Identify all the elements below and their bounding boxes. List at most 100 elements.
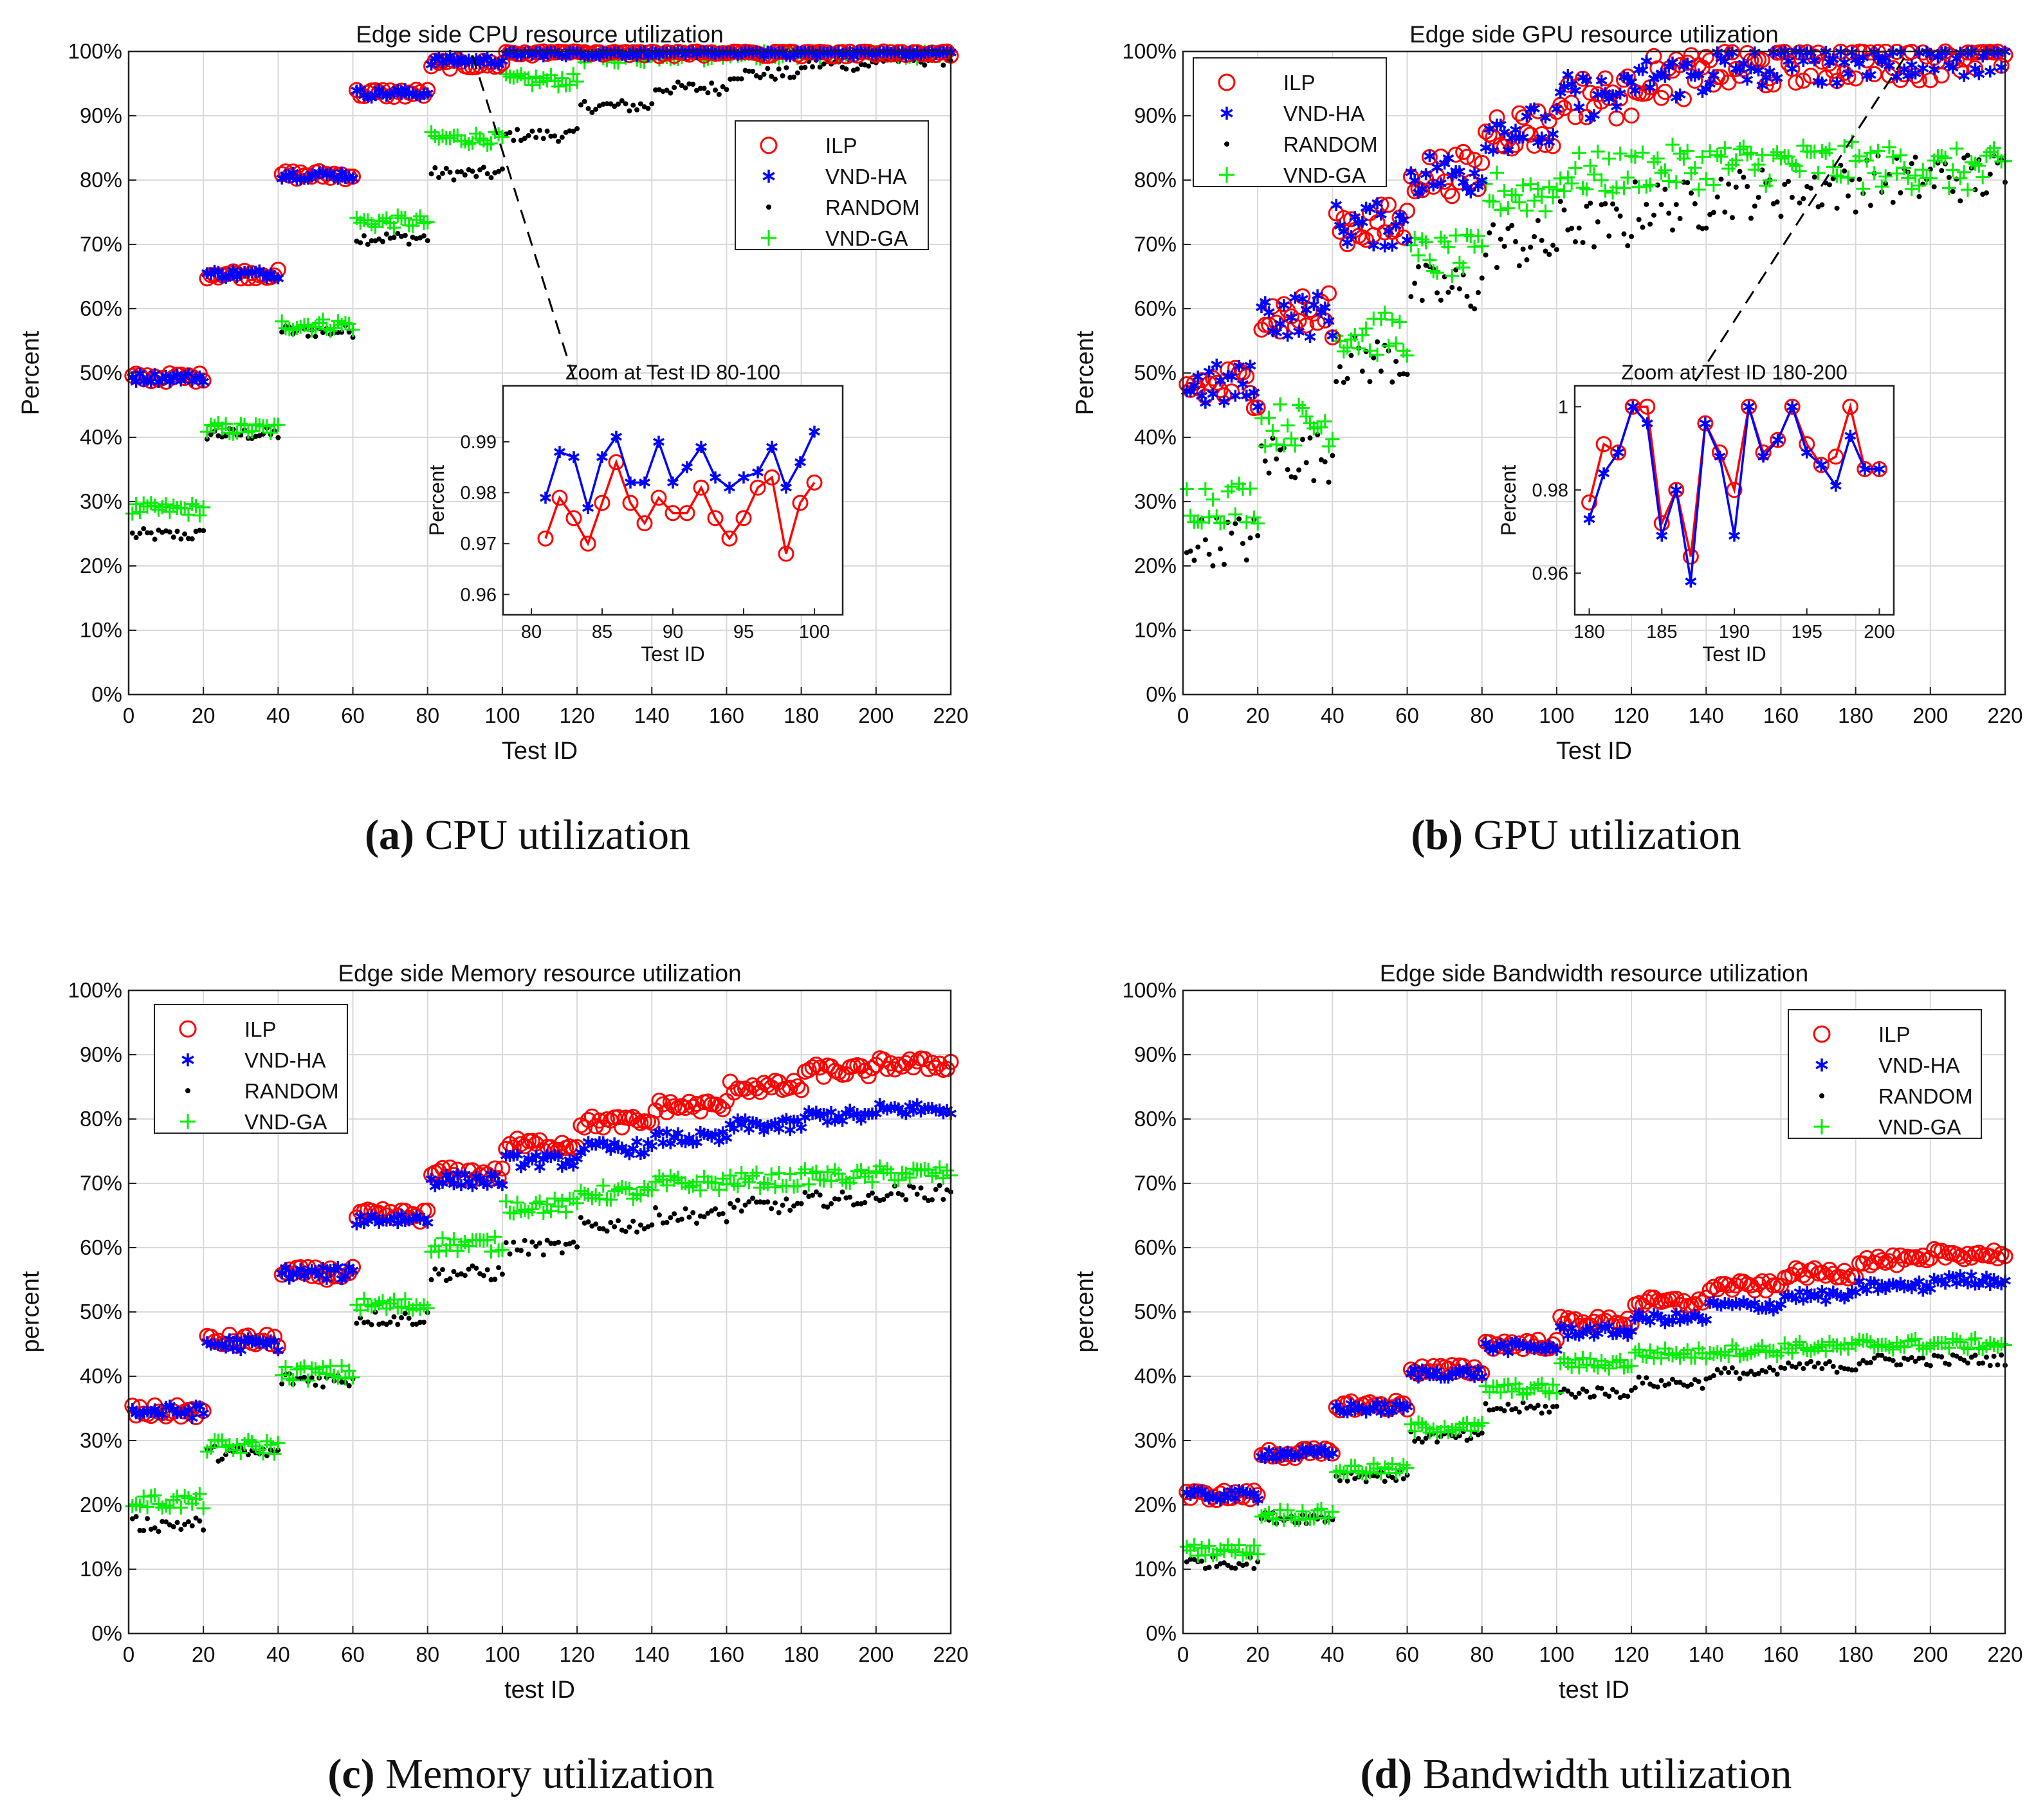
random-point [1595, 1385, 1600, 1391]
vnd-ga-point [1206, 492, 1220, 507]
random-point [593, 1221, 599, 1227]
vnd-ga-point [513, 1204, 528, 1219]
random-point [1669, 227, 1675, 233]
random-point [1961, 1358, 1967, 1363]
random-point [772, 1200, 778, 1206]
vnd-ha-point [1842, 67, 1854, 80]
vnd-ga-point [536, 71, 551, 86]
vnd-ha-point [646, 1140, 658, 1152]
random-point [1710, 1373, 1716, 1379]
vnd-ga-point [432, 1244, 446, 1259]
random-point [1756, 1370, 1761, 1376]
random-point [713, 87, 719, 93]
random-point [1610, 201, 1616, 207]
x-tick-label: 0 [123, 704, 134, 727]
vnd-ga-point [1695, 150, 1710, 165]
ilp-point [1770, 432, 1786, 448]
ilp-point [1844, 44, 1860, 61]
vnd-ha-point [1830, 479, 1842, 492]
vnd-ga-point [1474, 239, 1489, 253]
vnd-ga-point [921, 1162, 936, 1177]
random-point [709, 1208, 715, 1214]
vnd-ga-point [1519, 203, 1534, 218]
vnd-ga-point [1639, 179, 1654, 194]
vnd-ga-point [376, 1294, 390, 1309]
random-point [649, 101, 655, 107]
vnd-ha-point [1629, 84, 1641, 97]
ilp-point [1813, 1264, 1830, 1281]
random-point [1412, 280, 1418, 286]
vnd-ga-point [783, 1167, 798, 1181]
vnd-ga-point [1972, 1340, 1986, 1355]
ilp-point [860, 1068, 877, 1084]
random-point [1513, 1406, 1519, 1412]
vnd-ga-point [812, 1172, 827, 1187]
ilp-point [1610, 444, 1627, 461]
random-point [361, 233, 367, 239]
random-point [612, 104, 618, 109]
random-point [1389, 1475, 1395, 1480]
vnd-ha-point [1427, 179, 1440, 192]
random-point [1662, 187, 1668, 192]
random-point [612, 1224, 618, 1230]
vnd-ga-point [1370, 347, 1385, 362]
vnd-ha-point [268, 1335, 280, 1348]
vnd-ga-point [820, 1165, 835, 1179]
ilp-point [1682, 548, 1699, 565]
random-point [832, 1196, 838, 1202]
vnd-ga-point [891, 1172, 906, 1187]
ilp-point [1825, 1266, 1842, 1282]
ilp-point [916, 1051, 933, 1068]
vnd-ga-point [1568, 161, 1582, 176]
vnd-ga-point [1247, 510, 1261, 525]
random-point [1871, 1355, 1877, 1361]
random-point [358, 240, 363, 246]
random-point [813, 1189, 819, 1195]
vnd-ha-point [695, 441, 707, 453]
vnd-ga-point [1635, 145, 1650, 160]
vnd-ga-point [1534, 1376, 1549, 1391]
random-point [365, 241, 371, 247]
random-point [1285, 467, 1290, 473]
vnd-ha-point [1293, 325, 1305, 338]
random-point [1685, 180, 1691, 186]
random-point [1789, 194, 1795, 200]
random-point [1909, 1354, 1914, 1360]
random-point [1763, 1369, 1769, 1375]
random-point [1188, 548, 1193, 554]
vnd-ha-point [1685, 575, 1697, 588]
vnd-ha-point [1815, 459, 1828, 471]
vnd-ga-point [1908, 1331, 1923, 1346]
vnd-ha-point [1670, 484, 1682, 496]
vnd-ga-point [1990, 1340, 2005, 1354]
vnd-ga-point [1310, 1503, 1325, 1518]
random-point [1853, 209, 1858, 215]
random-point [769, 1206, 775, 1212]
random-point [1931, 184, 1937, 190]
vnd-ha-point [1801, 446, 1813, 459]
random-point [193, 1515, 199, 1521]
random-point [1378, 369, 1384, 374]
x-tick-label: 180 [784, 1643, 819, 1666]
random-point [1920, 1355, 1926, 1361]
vnd-ha-point [1641, 417, 1653, 430]
vnd-ha-point [1965, 1269, 1977, 1282]
vnd-ha-point [481, 1178, 493, 1191]
x-tick-label: 220 [1987, 704, 2022, 727]
ilp-point [1911, 1251, 1927, 1268]
vnd-ga-point [1295, 401, 1310, 415]
random-point [496, 1265, 502, 1271]
vnd-ha-point [1308, 298, 1320, 311]
y-tick-label: 80% [1134, 1107, 1177, 1131]
random-point [761, 71, 767, 77]
legend-label-vnd-ga: VND-GA [244, 1110, 327, 1134]
random-point [784, 65, 789, 71]
ilp-point [735, 510, 752, 527]
random-point [410, 1322, 416, 1327]
random-point [709, 80, 715, 86]
random-point [481, 165, 486, 170]
ilp-point [707, 510, 724, 527]
vnd-ga-point [1729, 153, 1743, 168]
random-point [567, 128, 573, 134]
random-point [1689, 190, 1694, 196]
